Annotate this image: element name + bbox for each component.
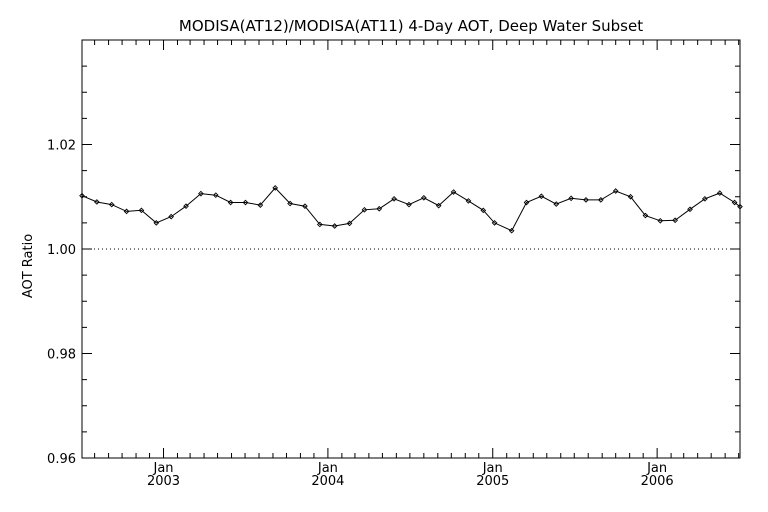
data-point	[168, 213, 175, 220]
y-tick-label: 0.98	[47, 348, 76, 363]
data-point	[627, 193, 634, 200]
data-point	[583, 197, 589, 203]
data-point	[716, 190, 723, 196]
x-tick-month-label: Jan	[152, 461, 173, 476]
data-point	[242, 199, 249, 206]
data-point	[491, 220, 498, 226]
data-point	[508, 227, 515, 234]
data-point	[465, 198, 472, 204]
x-tick-year-label: 2006	[641, 474, 674, 489]
data-point	[480, 207, 487, 214]
data-point	[287, 200, 293, 207]
x-tick-month-label: Jan	[317, 461, 338, 476]
data-point	[376, 205, 383, 212]
data-point	[435, 202, 442, 209]
data-point	[302, 203, 308, 209]
series-points	[79, 185, 743, 234]
data-point	[420, 194, 427, 201]
data-point	[79, 192, 85, 199]
x-tick-month-label: Jan	[482, 461, 503, 476]
y-tick-label: 1.00	[47, 243, 76, 258]
y-axis: 0.96 0.98 1.00 1.02	[47, 39, 740, 467]
data-point	[672, 217, 678, 224]
data-point	[523, 199, 530, 206]
y-axis-label: AOT Ratio	[21, 234, 36, 298]
x-tick-month-label: Jan	[646, 461, 667, 476]
series-line	[81, 187, 741, 232]
data-point	[361, 206, 368, 213]
x-tick-year-label: 2004	[311, 474, 344, 489]
data-point	[406, 201, 412, 208]
data-point	[687, 206, 693, 213]
chart-title: MODISA(AT12)/MODISA(AT11) 4-Day AOT, Dee…	[179, 17, 643, 35]
x-tick-year-label: 2003	[147, 474, 180, 489]
data-point	[227, 199, 234, 206]
data-point	[257, 202, 264, 208]
data-point	[731, 199, 738, 206]
data-point	[108, 201, 115, 208]
data-point	[568, 195, 574, 202]
data-point	[138, 207, 145, 214]
data-point	[331, 223, 338, 229]
data-point	[553, 201, 560, 207]
data-point	[346, 220, 353, 227]
data-point	[316, 221, 323, 228]
data-point	[612, 188, 619, 194]
data-point	[198, 190, 204, 197]
data-point	[702, 196, 708, 202]
data-point	[153, 220, 160, 226]
data-point	[94, 199, 100, 205]
data-point	[391, 196, 397, 202]
data-point	[657, 217, 664, 224]
data-point	[597, 197, 604, 203]
data-point	[183, 203, 189, 209]
data-point	[737, 203, 743, 210]
y-tick-label: 1.02	[47, 139, 76, 154]
data-point	[642, 212, 649, 219]
data-point	[212, 192, 219, 199]
x-tick-year-label: 2005	[476, 474, 509, 489]
data-point	[538, 193, 545, 200]
data-point	[272, 185, 279, 191]
data-point	[123, 208, 130, 215]
data-point	[450, 189, 457, 195]
y-tick-label: 0.96	[47, 452, 76, 467]
